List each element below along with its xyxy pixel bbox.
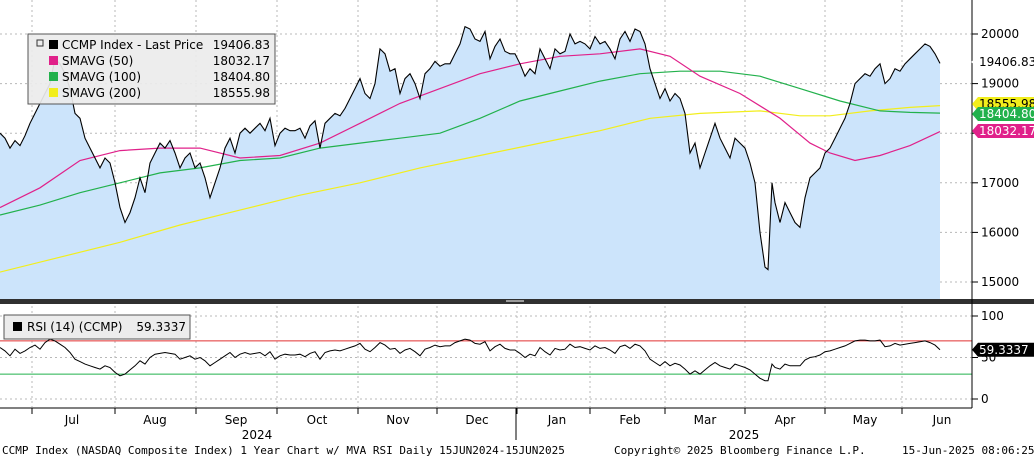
x-axis: Jul Aug Sep Oct Nov Dec Jan Feb Mar Apr May Jun 2024…	[31, 408, 952, 442]
footer: CCMP Index (NASDAQ Composite Index) 1 Ye…	[0, 442, 1034, 460]
legend-sma200-name: SMAVG (200)	[62, 86, 141, 100]
price-legend-box	[27, 33, 276, 105]
rsi-line	[0, 338, 941, 382]
panel-resize-handle	[506, 300, 524, 302]
x-tick-label: Nov	[386, 413, 409, 427]
x-tick-label: Oct	[307, 413, 328, 427]
legend-sma50-swatch	[49, 56, 58, 65]
legend-price-name: CCMP Index - Last Price	[62, 38, 203, 52]
x-tick-label: Dec	[465, 413, 488, 427]
price-y-tick-label: 19000	[981, 77, 1019, 91]
rsi-last-tag-shape	[972, 342, 1034, 357]
rsi-last-tag: 59.3337	[972, 342, 1034, 357]
price-line	[0, 25, 941, 271]
price-y-tick-label: 20000	[981, 27, 1019, 41]
rsi-legend-box	[3, 314, 191, 340]
legend-sma100-value: 18404.80	[213, 70, 270, 84]
sma50-last-tag: 18032.17	[972, 124, 1034, 138]
x-tick-label: Aug	[143, 413, 166, 427]
legend-sma100-swatch	[49, 72, 58, 81]
rsi-y-tick-label: 100	[981, 309, 1004, 323]
legend-sma100-name: SMAVG (100)	[62, 70, 141, 84]
price-area-fill	[0, 26, 940, 299]
legend-sma200-value: 18555.98	[213, 86, 270, 100]
legend-sma50-name: SMAVG (50)	[62, 54, 133, 68]
legend-sma200-swatch	[49, 88, 58, 97]
rsi-legend: RSI (14) (CCMP) 59.3337	[3, 314, 191, 340]
rsi-legend-name: RSI (14) (CCMP)	[27, 320, 122, 334]
rsi-y-tick-label: 0	[981, 392, 989, 406]
sma200-line	[0, 105, 941, 273]
price-y-tick-label: 17000	[981, 176, 1019, 190]
legend-sma50-value: 18032.17	[213, 54, 270, 68]
x-tick-label: Apr	[775, 413, 796, 427]
x-tick-label: May	[853, 413, 878, 427]
x-tick-label: Jun	[932, 413, 952, 427]
x-tick-label: Feb	[619, 413, 640, 427]
sma100-line	[0, 70, 941, 216]
price-last-tag-label: 19406.83	[979, 55, 1034, 69]
legend-price-value: 19406.83	[213, 38, 270, 52]
price-panel: 200001900018000170001600015000	[0, 0, 1020, 299]
price-y-tick-label: 15000	[981, 275, 1019, 289]
x-tick-label: Jan	[547, 413, 567, 427]
legend-collapse-icon	[36, 39, 44, 47]
x-year-label-2025: 2025	[729, 428, 760, 442]
x-tick-label: Mar	[694, 413, 717, 427]
price-last-tag: 19406.83	[971, 54, 1034, 70]
rsi-legend-value: 59.3337	[136, 320, 186, 334]
x-tick-label: Sep	[225, 413, 248, 427]
sma100-last-tag-shape	[972, 107, 1034, 121]
price-y-tick-label: 16000	[981, 225, 1019, 239]
footer-description: CCMP Index (NASDAQ Composite Index) 1 Ye…	[2, 444, 565, 457]
sma100-last-tag: 18404.80	[972, 107, 1034, 121]
x-year-label-2024: 2024	[242, 428, 273, 442]
legend-price-swatch	[49, 40, 58, 49]
x-tick-label: Jul	[64, 413, 79, 427]
sma100-last-tag-label: 18404.80	[979, 107, 1034, 121]
sma50-last-tag-shape	[972, 124, 1034, 138]
footer-copyright: Copyright© 2025 Bloomberg Finance L.P.	[614, 444, 866, 457]
rsi-legend-swatch	[13, 322, 22, 331]
footer-timestamp: 15-Jun-2025 08:06:25	[902, 444, 1034, 457]
sma50-last-tag-label: 18032.17	[979, 124, 1034, 138]
rsi-last-tag-label: 59.3337	[979, 343, 1029, 357]
price-legend: CCMP Index - Last Price 19406.83 SMAVG (50…	[27, 33, 276, 105]
price-last-tag-shape	[971, 54, 1034, 70]
